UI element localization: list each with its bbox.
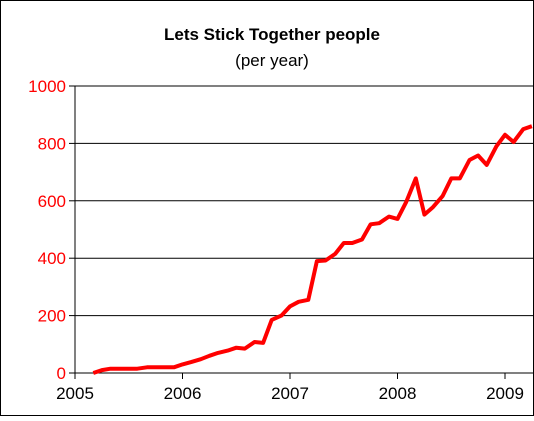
- y-tick-label-1000: 1000: [28, 77, 66, 96]
- chart-subtitle: (per year): [235, 51, 309, 70]
- x-tick-label-2005: 2005: [56, 384, 94, 403]
- x-tick-label-2008: 2008: [379, 384, 417, 403]
- axes: [69, 85, 533, 379]
- x-axis-tick-labels: 2005 2006 2007 2008 2009: [56, 384, 524, 403]
- x-tick-label-2006: 2006: [164, 384, 202, 403]
- y-tick-label-400: 400: [38, 249, 66, 268]
- series-layer: [92, 124, 533, 375]
- series-line-0: [92, 124, 533, 375]
- x-tick-label-2007: 2007: [271, 384, 309, 403]
- gridlines: [75, 85, 533, 317]
- x-tick-label-2009: 2009: [486, 384, 524, 403]
- y-tick-label-200: 200: [38, 307, 66, 326]
- y-axis-tick-labels: 0 200 400 600 800 1000: [28, 77, 66, 383]
- chart-title: Lets Stick Together people: [164, 25, 380, 44]
- y-tick-label-600: 600: [38, 192, 66, 211]
- y-tick-label-0: 0: [57, 364, 66, 383]
- y-tick-label-800: 800: [38, 134, 66, 153]
